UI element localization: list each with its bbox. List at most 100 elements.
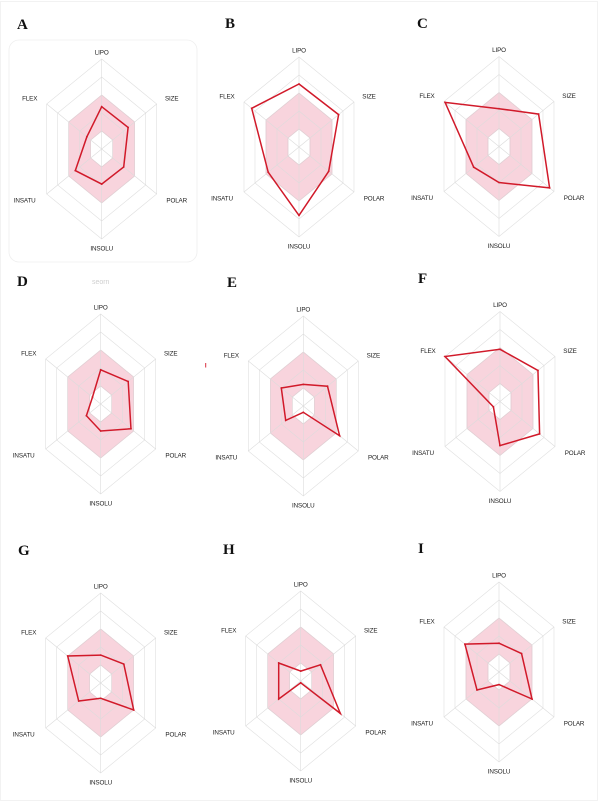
panel-label: D	[17, 274, 28, 290]
data-point-flex	[277, 662, 280, 664]
data-point-size	[520, 652, 523, 655]
axis-label-lipo: LIPO	[296, 307, 310, 314]
axis-label-size: SIZE	[562, 93, 575, 100]
axis-spoke-flex	[443, 626, 500, 673]
data-point-insatu	[472, 166, 475, 169]
axis-label-insatu: INSATU	[411, 195, 433, 202]
axis-spoke-size	[499, 356, 556, 402]
axis-label-polar: POLAR	[368, 455, 389, 462]
data-point-polar	[538, 433, 541, 435]
axis-spoke-size	[100, 637, 156, 684]
axis-spoke-polar	[498, 671, 555, 718]
data-point-polar	[338, 434, 341, 437]
axis-label-flex: FLEX	[224, 353, 240, 360]
data-point-insolu	[499, 444, 501, 447]
data-point-flex	[444, 355, 446, 358]
panel-label: E	[227, 275, 237, 291]
data-point-lipo	[99, 654, 102, 656]
axis-label-lipo: LIPO	[492, 47, 506, 54]
axis-label-insolu: INSOLU	[289, 778, 312, 785]
data-point-size	[127, 380, 130, 383]
axis-label-flex: FLEX	[21, 630, 37, 637]
data-point-lipo	[298, 83, 300, 85]
data-point-insatu	[74, 169, 77, 172]
axis-label-polar: POLAR	[165, 453, 186, 460]
axis-spoke-insatu	[45, 403, 101, 450]
data-point-insatu	[77, 700, 80, 702]
axis-label-insatu: INSATU	[13, 453, 35, 460]
axis-spoke-flex	[45, 637, 101, 684]
data-point-polar	[531, 698, 533, 700]
axis-label-flex: FLEX	[22, 96, 38, 103]
data-point-flex	[66, 655, 69, 657]
axis-spoke-size	[498, 626, 555, 673]
data-point-flex	[464, 643, 466, 645]
axis-label-insatu: INSATU	[213, 730, 235, 737]
axis-spoke-flex	[45, 358, 101, 405]
data-point-size	[337, 113, 340, 116]
radar-panel-i: LIPO SIZE POLAR INSOLU INSATU FLEX I	[411, 541, 585, 776]
axis-spoke-polar	[100, 682, 156, 729]
data-point-polar	[132, 709, 135, 711]
axis-label-insolu: INSOLU	[89, 501, 112, 508]
axis-label-size: SIZE	[362, 94, 375, 101]
panels-grid: LIPO SIZE POLAR INSOLU INSATU FLEX A LIPO SIZE PO…	[13, 16, 586, 787]
axis-label-size: SIZE	[164, 351, 177, 358]
axis-spoke-polar	[101, 148, 157, 195]
data-point-polar	[130, 427, 132, 430]
data-point-lipo	[302, 383, 305, 386]
data-point-insatu	[267, 171, 270, 174]
axis-spoke-insatu	[444, 401, 501, 447]
data-point-insolu	[498, 181, 500, 184]
data-point-lipo	[99, 368, 102, 371]
axis-label-polar: POLAR	[565, 450, 586, 457]
axis-label-insatu: INSATU	[215, 455, 237, 462]
axis-spoke-polar	[298, 146, 355, 193]
axis-spoke-insatu	[248, 405, 304, 452]
axis-spoke-flex	[443, 101, 500, 147]
axis-spoke-size	[300, 635, 356, 682]
axis-spoke-polar	[303, 405, 359, 452]
data-point-size	[127, 126, 129, 129]
data-point-insolu	[99, 430, 102, 432]
axis-label-polar: POLAR	[564, 721, 585, 728]
data-point-lipo	[499, 348, 501, 351]
radar-panel-d: LIPO SIZE POLAR INSOLU INSATU FLEX D	[13, 274, 187, 508]
radar-panel-b: LIPO SIZE POLAR INSOLU INSATU FLEX B	[211, 16, 385, 251]
data-point-insolu	[302, 411, 305, 414]
axis-spoke-insatu	[46, 148, 102, 195]
panel-label: C	[417, 16, 428, 32]
data-point-size	[326, 385, 329, 388]
panel-label: B	[225, 16, 235, 32]
axis-label-size: SIZE	[165, 96, 178, 103]
data-point-polar	[327, 170, 330, 173]
data-point-lipo	[498, 107, 500, 110]
axis-spoke-flex	[248, 360, 304, 407]
axis-label-polar: POLAR	[166, 198, 187, 205]
axis-label-insatu: INSATU	[412, 450, 434, 457]
axis-spoke-size	[498, 101, 555, 147]
axis-label-lipo: LIPO	[294, 582, 308, 589]
axis-label-polar: POLAR	[564, 195, 585, 202]
axis-label-insolu: INSOLU	[488, 769, 511, 776]
axis-spoke-size	[101, 103, 157, 150]
axis-spoke-polar	[499, 401, 556, 447]
axis-label-size: SIZE	[562, 619, 575, 626]
axis-spoke-flex	[444, 356, 501, 402]
axis-label-insolu: INSOLU	[288, 244, 311, 251]
panel-label: G	[18, 543, 30, 559]
axis-label-insolu: INSOLU	[489, 498, 512, 505]
axis-spoke-insatu	[443, 671, 500, 718]
data-point-insatu	[492, 406, 495, 408]
panel-a-frame	[8, 39, 198, 263]
data-point-insolu	[498, 683, 500, 686]
axis-label-lipo: LIPO	[95, 50, 109, 57]
axis-spoke-insatu	[243, 146, 300, 193]
axis-spoke-flex	[46, 103, 102, 150]
axis-label-insolu: INSOLU	[292, 503, 315, 510]
axis-label-polar: POLAR	[364, 196, 385, 203]
axis-spoke-size	[303, 360, 359, 407]
data-point-flex	[280, 387, 283, 389]
data-point-flex	[444, 101, 446, 104]
